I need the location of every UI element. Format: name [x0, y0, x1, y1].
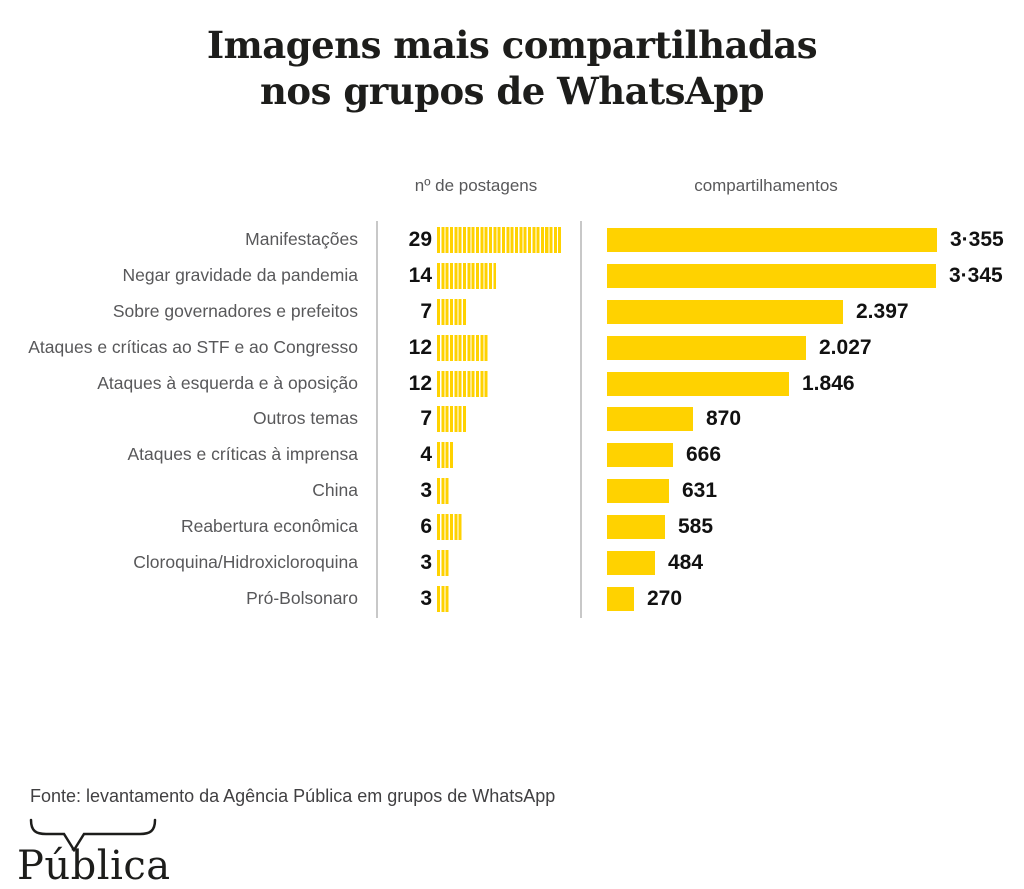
posts-tally-marks: [437, 478, 449, 505]
posts-tally-marks: [437, 550, 449, 577]
posts-count: 3: [420, 479, 432, 503]
row-label: China: [312, 480, 358, 501]
chart-row: Ataques e críticas à imprensa 4 666: [0, 437, 1024, 473]
chart-title-line1: Imagens mais compartilhadas: [206, 23, 818, 67]
posts-tally-marks: [437, 406, 466, 433]
shares-value: 666: [686, 443, 722, 467]
chart-rows: Manifestações 29 3·355 Negar gravidade da p…: [0, 222, 1024, 617]
row-label: Reabertura econômica: [180, 516, 358, 537]
posts-tally-marks: [437, 227, 562, 253]
chart-row: Manifestações 29 3·355: [0, 222, 1024, 258]
posts-tally-marks: [437, 262, 497, 289]
posts-count: 29: [408, 228, 432, 251]
posts-tally-marks: [437, 585, 449, 612]
shares-bar: [607, 228, 937, 252]
shares-value: 484: [668, 551, 704, 575]
posts-count: 3: [420, 551, 432, 575]
chart-row: Reabertura econômica 6 585: [0, 509, 1024, 545]
chart-row: China 3 631: [0, 473, 1024, 509]
row-label: Ataques e críticas à imprensa: [127, 444, 358, 465]
row-label: Outros temas: [252, 408, 358, 429]
posts-count: 12: [408, 371, 432, 395]
row-label: Cloroquina/Hidroxicloroquina: [133, 552, 358, 573]
shares-bar: [607, 515, 665, 540]
chart-row: Ataques e críticas ao STF e ao Congresso…: [0, 330, 1024, 366]
shares-bar: [607, 335, 806, 360]
shares-value: 270: [647, 586, 683, 610]
shares-column-header: compartilhamentos: [694, 176, 838, 195]
shares-value: 3·345: [949, 263, 1003, 287]
posts-tally-marks: [437, 442, 454, 469]
chart-title: Imagens mais compartilhadas nos grupos d…: [0, 22, 1024, 114]
shares-value: 3·355: [950, 228, 1004, 251]
publica-logo: Pública: [17, 818, 217, 889]
shares-bar: [607, 371, 789, 396]
source-note: Fonte: levantamento da Agência Pública e…: [30, 786, 556, 806]
posts-count: 3: [420, 586, 432, 610]
posts-tally-marks: [437, 298, 466, 325]
row-label: Ataques e críticas ao STF e ao Congresso: [28, 336, 358, 357]
logo-wordmark: Pública: [17, 843, 171, 889]
shares-bar: [607, 586, 634, 611]
shares-bar: [607, 479, 669, 504]
speech-bubble-bracket-icon: [29, 818, 157, 852]
chart-row: Sobre governadores e prefeitos 7 2.397: [0, 294, 1024, 330]
posts-count: 7: [420, 407, 432, 431]
divider-labels-posts: [376, 221, 378, 618]
shares-bar: [607, 407, 693, 432]
chart-row: Outros temas 7 870: [0, 401, 1024, 437]
shares-value: 585: [678, 515, 714, 539]
shares-value: 631: [682, 479, 718, 503]
posts-count: 12: [408, 335, 432, 359]
shares-value: 2.027: [819, 335, 872, 359]
shares-value: 870: [706, 407, 742, 431]
chart-row: Cloroquina/Hidroxicloroquina 3 484: [0, 545, 1024, 581]
posts-count: 6: [420, 515, 432, 539]
posts-count: 14: [408, 263, 432, 287]
row-label: Sobre governadores e prefeitos: [112, 300, 358, 321]
chart-row: Negar gravidade da pandemia 14 3·345: [0, 258, 1024, 294]
shares-value: 1.846: [802, 371, 855, 395]
shares-bar: [607, 263, 936, 288]
chart-row: Pró-Bolsonaro 3 270: [0, 581, 1024, 617]
chart-title-line2: nos grupos de WhatsApp: [260, 69, 764, 113]
row-label: Manifestações: [245, 229, 358, 249]
row-label: Negar gravidade da pandemia: [122, 264, 358, 285]
posts-count: 7: [420, 299, 432, 323]
shares-bar: [607, 551, 655, 576]
posts-tally-marks: [437, 514, 462, 541]
shares-value: 2.397: [856, 299, 909, 323]
shares-bar: [607, 299, 843, 324]
posts-count: 4: [420, 443, 432, 467]
chart-row: Ataques à esquerda e à oposição 12 1.846: [0, 366, 1024, 402]
posts-tally-marks: [437, 370, 488, 397]
shares-bar: [607, 443, 673, 468]
posts-tally-marks: [437, 334, 488, 361]
row-label: Pró-Bolsonaro: [246, 587, 358, 608]
divider-posts-shares: [580, 221, 582, 618]
posts-column-header: nº de postagens: [414, 176, 538, 195]
row-label: Ataques à esquerda e à oposição: [97, 372, 358, 393]
